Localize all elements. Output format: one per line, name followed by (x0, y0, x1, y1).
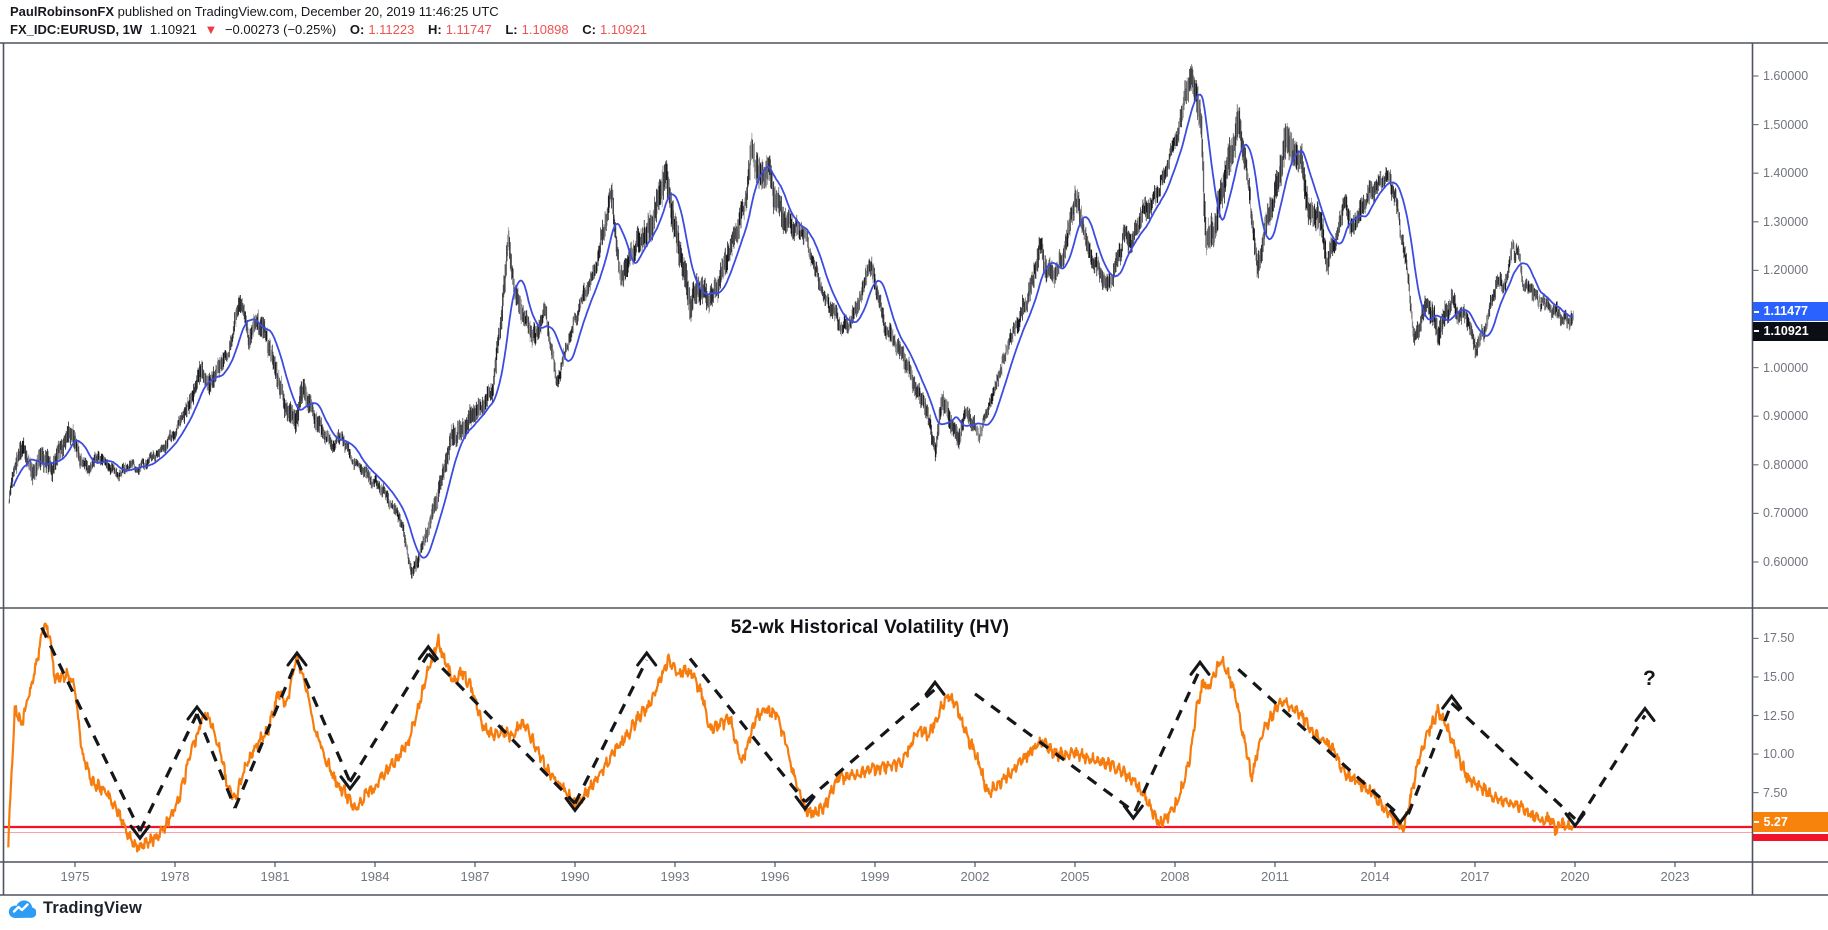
time-axis-label: 2005 (1060, 869, 1090, 884)
candlestick-series (9, 64, 1573, 579)
tradingview-logo-icon (8, 900, 36, 918)
last-price: 1.10921 (149, 22, 197, 37)
time-axis-label: 1999 (860, 869, 890, 884)
time-axis-label: 1975 (60, 869, 90, 884)
time-axis-label: 1996 (760, 869, 790, 884)
trend-arrow-down-icon (794, 795, 816, 812)
time-axis-label: 2014 (1360, 869, 1390, 884)
trend-arrow-up-icon (1441, 693, 1463, 710)
trend-line[interactable] (233, 659, 299, 809)
trend-arrow-down-icon (1389, 809, 1411, 826)
down-arrow-icon: ▼ (204, 22, 218, 37)
ma-value-label: 1.11477 (1752, 302, 1828, 321)
red-line-value-label (1752, 833, 1828, 841)
hv-axis-label: 7.50 (1763, 785, 1788, 800)
time-axis-label: 2011 (1261, 869, 1289, 884)
trend-line[interactable] (688, 657, 807, 803)
time-axis-label: 2017 (1460, 869, 1490, 884)
close-value: 1.10921 (599, 22, 647, 37)
time-axis-label: 1981 (260, 869, 290, 884)
price-axis-label: 1.60000 (1763, 69, 1809, 83)
tradingview-logo-text: TradingView (43, 899, 143, 917)
trend-line[interactable] (195, 713, 237, 809)
hv-value-label: 5.27 (1752, 812, 1828, 832)
price-axis-label: 0.60000 (1763, 555, 1809, 569)
price-axis-label: 1.00000 (1763, 360, 1809, 375)
hv-panel-title: 52-wk Historical Volatility (HV) (730, 617, 1010, 638)
candlestick-series (8, 75, 1574, 574)
trend-line[interactable] (138, 713, 199, 832)
trend-arrow-up-icon (1189, 659, 1211, 676)
time-axis-label: 1978 (160, 869, 190, 884)
time-axis-label: 2008 (1160, 869, 1190, 884)
price-axis-label: 0.80000 (1763, 457, 1809, 472)
open-label: O: (349, 22, 365, 37)
high-label: H: (427, 22, 442, 37)
price-axis-label: 0.70000 (1763, 506, 1809, 521)
trend-line[interactable] (295, 659, 352, 783)
price-change: −0.00273 (−0.25%) (224, 22, 337, 37)
price-axis-label: 1.20000 (1763, 263, 1809, 278)
trend-arrow-up-icon (924, 679, 946, 696)
high-value: 1.11747 (445, 22, 492, 37)
time-axis-label: 2002 (960, 869, 990, 884)
symbol-name: FX_IDC:EURUSD, 1W (10, 22, 143, 37)
trend-arrow-up-icon (186, 704, 208, 721)
trend-arrow-down-icon (339, 775, 361, 792)
close-label: C: (582, 22, 596, 37)
trend-arrow-up-icon (1634, 706, 1656, 722)
open-value: 1.11223 (368, 22, 415, 37)
symbol-info-row: FX_IDC:EURUSD, 1W 1.10921 ▼ −0.00273 (−0… (10, 21, 651, 39)
low-value: 1.10898 (521, 22, 569, 37)
projection-question-mark: ? (1643, 667, 1656, 690)
trend-arrow-up-icon (417, 644, 439, 661)
ma-line (12, 93, 1574, 559)
hv-axis-label: 15.00 (1763, 669, 1795, 684)
tradingview-logo[interactable]: TradingView (8, 898, 142, 919)
author-name: PaulRobinsonFX (10, 4, 114, 19)
trend-line[interactable] (1406, 702, 1454, 815)
price-axis-label: 0.90000 (1763, 409, 1809, 424)
trend-line[interactable] (1237, 668, 1402, 817)
time-axis-label: 1987 (460, 869, 490, 884)
time-axis-label: 2023 (1660, 869, 1690, 884)
trend-line[interactable] (40, 626, 142, 832)
trend-line[interactable] (803, 688, 937, 804)
time-axis-label: 1993 (660, 869, 690, 884)
price-axis-label: 1.30000 (1763, 214, 1809, 229)
price-axis-label: 1.40000 (1763, 166, 1809, 181)
trend-line[interactable] (1450, 702, 1577, 820)
trend-arrow-up-icon (636, 650, 658, 667)
trend-arrow-down-icon (129, 824, 151, 841)
header: PaulRobinsonFX published on TradingView.… (10, 3, 651, 39)
trend-arrow-up-icon (286, 650, 308, 667)
low-label: L: (505, 22, 518, 37)
byline-text: published on TradingView.com, December 2… (114, 4, 499, 19)
trend-arrow-down-icon (1122, 804, 1144, 821)
trend-arrow-down-icon (564, 796, 586, 813)
candlestick-series (9, 68, 1573, 579)
trend-line[interactable] (348, 652, 430, 783)
time-axis-label: 1990 (560, 869, 590, 884)
time-axis-label: 1984 (360, 869, 390, 884)
hv-axis-label: 17.50 (1763, 631, 1795, 646)
last-price-label: 1.10921 (1752, 321, 1828, 341)
trend-line[interactable] (573, 659, 649, 805)
hv-axis-label: 10.00 (1763, 747, 1795, 762)
trend-line[interactable] (974, 692, 1135, 813)
time-axis-label: 2020 (1560, 869, 1590, 884)
trend-line[interactable] (1133, 668, 1202, 812)
byline: PaulRobinsonFX published on TradingView.… (10, 3, 651, 21)
trend-line[interactable] (1576, 714, 1647, 822)
price-axis-label: 1.50000 (1763, 117, 1809, 132)
hv-line (7, 622, 1574, 853)
hv-axis-label: 12.50 (1763, 708, 1795, 723)
trend-line[interactable] (427, 652, 577, 805)
